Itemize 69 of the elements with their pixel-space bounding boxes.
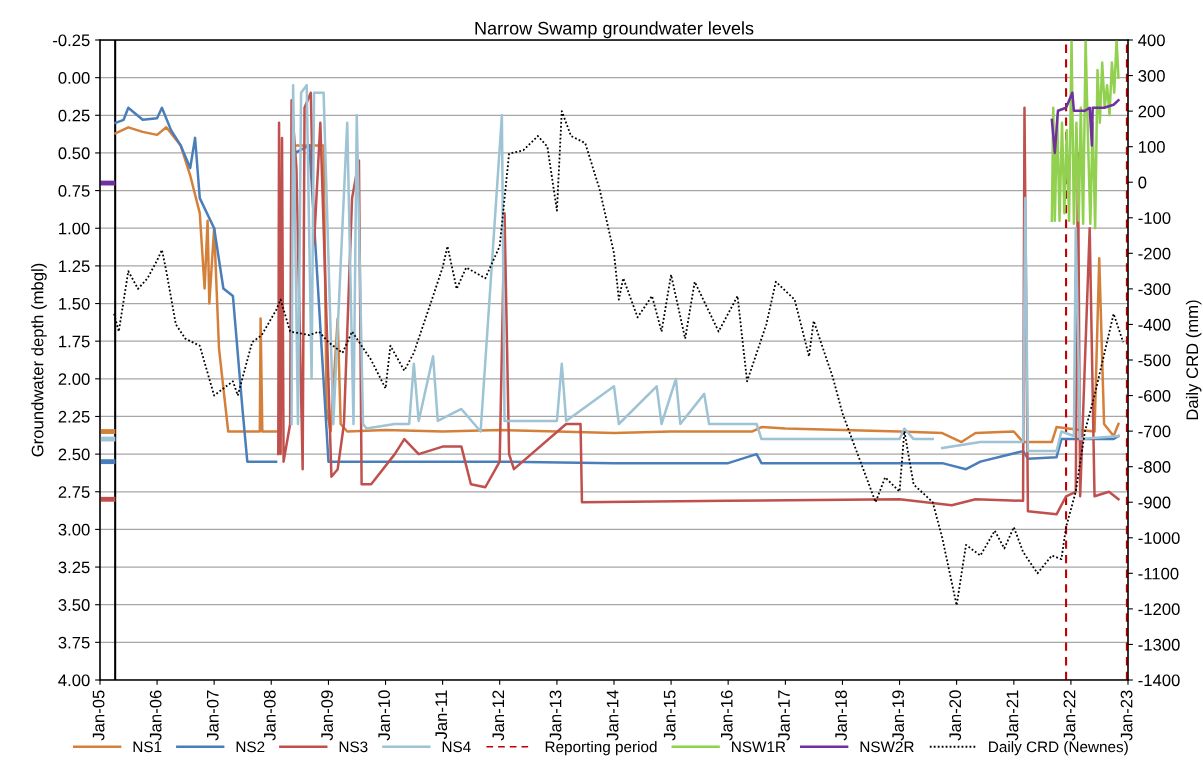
x-tick-label: Jan-15	[663, 690, 676, 741]
y-tick-label: 0.00	[58, 72, 90, 84]
y-tick-label: 3.00	[58, 523, 90, 536]
y2-tick-label: -1100	[1138, 567, 1179, 580]
x-tick-label: Jan-22	[1063, 690, 1076, 741]
x-tick-label: Jan-07	[206, 690, 219, 741]
y2-tick-label: -500	[1138, 354, 1171, 367]
y2-tick-label: 300	[1138, 69, 1165, 82]
y2-tick-label: -600	[1138, 389, 1171, 402]
y2-tick-label: -800	[1138, 461, 1171, 473]
y2-axis-title: Daily CRD (mm)	[1185, 300, 1202, 420]
y-tick-label: 3.50	[58, 599, 90, 611]
x-tick-label: Jan-20	[949, 690, 962, 741]
x-tick-label: Jan-13	[549, 690, 562, 741]
legend-label: NS4	[442, 741, 471, 753]
x-tick-label: Jan-17	[778, 690, 790, 741]
line-series	[1050, 91, 1120, 155]
y-tick-label: 2.50	[58, 448, 90, 461]
y-tick-label: 4.00	[58, 674, 90, 687]
legend-label: NS3	[339, 741, 368, 753]
y-tick-label: 0.75	[58, 184, 90, 197]
y2-tick-label: 200	[1138, 105, 1165, 118]
y2-tick-label: -1400	[1138, 674, 1180, 687]
y2-tick-label: -200	[1138, 247, 1171, 260]
x-tick-label: Jan-11	[435, 690, 448, 740]
y-tick-label: 2.75	[58, 486, 90, 498]
y-axis-title: Groundwater depth (mbgl)	[31, 263, 47, 457]
y-tick-label: 2.00	[58, 373, 90, 386]
x-tick-label: Jan-23	[1120, 690, 1133, 741]
line-series	[1050, 40, 1120, 230]
x-tick-label: Jan-10	[378, 690, 391, 741]
x-tick-label: Jan-05	[92, 690, 105, 741]
y-tick-label: -0.25	[53, 34, 90, 47]
legend-label: Reporting period	[545, 741, 657, 756]
y2-tick-label: -100	[1138, 212, 1171, 224]
y-tick-label: 1.25	[59, 260, 90, 273]
y-tick-label: 0.50	[58, 147, 90, 160]
y2-tick-label: -900	[1138, 496, 1171, 509]
y-tick-label: 3.75	[58, 636, 90, 649]
x-tick-label: Jan-09	[321, 690, 333, 741]
x-tick-label: Jan-16	[720, 690, 733, 741]
y2-tick-label: 0	[1138, 176, 1147, 189]
y2-tick-label: 400	[1138, 34, 1165, 47]
x-tick-label: Jan-19	[892, 690, 905, 741]
x-tick-label: Jan-21	[1006, 690, 1019, 741]
x-tick-label: Jan-18	[835, 690, 847, 741]
y-tick-label: 3.25	[58, 561, 90, 574]
legend-label: NS1	[133, 741, 162, 753]
y-tick-label: 1.00	[59, 222, 90, 235]
y2-tick-label: -1300	[1138, 638, 1180, 651]
legend-label: NSW1R	[732, 741, 786, 753]
y2-tick-label: -1200	[1138, 603, 1180, 616]
x-tick-label: Jan-14	[606, 690, 619, 741]
y2-tick-label: 100	[1138, 141, 1165, 153]
legend-label: NSW2R	[860, 741, 914, 753]
y-tick-label: 1.75	[59, 335, 90, 348]
y2-tick-label: -400	[1138, 318, 1171, 331]
x-tick-label: Jan-08	[263, 690, 276, 741]
chart-title: Narrow Swamp groundwater levels	[475, 21, 754, 39]
legend-label: NS2	[236, 741, 265, 753]
y-tick-label: 2.25	[58, 410, 90, 423]
y2-tick-label: -700	[1138, 425, 1171, 438]
y2-tick-label: -300	[1138, 283, 1171, 296]
x-tick-label: Jan-12	[492, 690, 505, 741]
x-tick-label: Jan-06	[149, 690, 162, 741]
y-tick-label: 0.25	[58, 109, 90, 122]
y-tick-label: 1.50	[59, 297, 90, 310]
legend-label: Daily CRD (Newnes)	[989, 741, 1128, 756]
y2-tick-label: -1000	[1138, 532, 1180, 544]
